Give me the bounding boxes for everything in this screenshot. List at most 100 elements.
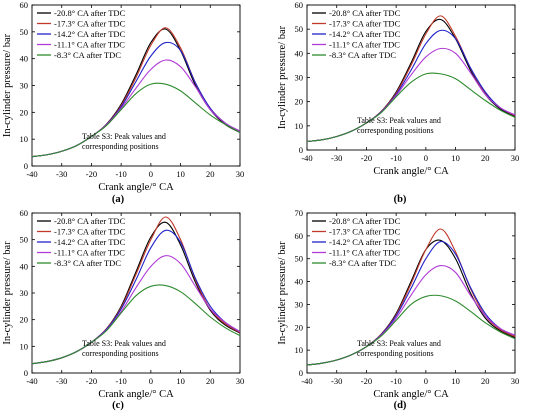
annotation-text: Table S3: Peak values and [357, 116, 441, 125]
chart-panel-b: -40 -30 -20 -10 0 10 20 30 0 10 20 30 40 50 60 Crank an… [277, 0, 519, 205]
y-tick-label: 50 [20, 235, 29, 245]
x-axis-label: Crank angle/° CA [98, 182, 174, 193]
legend-label: -20.8° CA after TDC [329, 216, 401, 226]
y-tick-label: 60 [20, 0, 29, 10]
series-line-5 [306, 294, 516, 366]
legend-label: -20.8° CA after TDC [329, 8, 401, 18]
legend-label: -17.3° CA after TDC [54, 227, 126, 237]
x-tick-label: -30 [56, 376, 67, 386]
legend-label: -14.2° CA after TDC [329, 237, 401, 247]
y-tick-label: 60 [295, 0, 304, 10]
y-tick-label: 10 [295, 121, 304, 131]
y-tick-label: 60 [20, 208, 29, 218]
y-tick-label: 20 [20, 315, 29, 325]
y-tick-label: 30 [20, 81, 29, 91]
y-tick-label: 50 [295, 254, 304, 264]
y-tick-label: 20 [20, 107, 29, 117]
x-tick-label: 10 [176, 376, 185, 386]
panel-label: (d) [394, 400, 407, 411]
x-tick-label: -10 [115, 169, 126, 179]
plot-frame [306, 212, 516, 374]
x-tick-label: -20 [86, 169, 97, 179]
x-tick-label: 10 [451, 153, 460, 163]
x-axis-label: Crank angle/° CA [98, 389, 174, 400]
y-tick-label: 40 [295, 277, 304, 287]
y-tick-label: 40 [295, 48, 304, 58]
x-tick-label: -10 [390, 376, 401, 386]
y-tick-label: 60 [295, 231, 304, 241]
y-tick-label: 50 [20, 27, 29, 37]
chart-panel-d: -40 -30 -20 -10 0 10 20 30 0 10 20 30 40 50 60 70 Crank … [277, 208, 519, 411]
legend-label: -11.1° CA after TDC [54, 248, 125, 258]
x-tick-label: -40 [26, 376, 37, 386]
y-tick-label: 40 [20, 261, 29, 271]
x-tick-label: 30 [236, 376, 245, 386]
series-line-5 [31, 82, 241, 158]
annotation-text: Table S3: Peak values and [82, 339, 166, 348]
y-axis-label: In-cylinder pressure/ bar [277, 241, 288, 345]
legend-label: -14.2° CA after TDC [54, 237, 126, 247]
annotation-text: corresponding positions [357, 349, 434, 358]
x-tick-label: -20 [361, 153, 372, 163]
legend-label: -14.2° CA after TDC [329, 29, 401, 39]
x-tick-label: -20 [86, 376, 97, 386]
y-tick-label: 10 [20, 341, 29, 351]
y-tick-label: 10 [295, 345, 304, 355]
y-tick-label: 30 [295, 73, 304, 83]
x-tick-label: 30 [236, 169, 245, 179]
y-tick-label: 10 [20, 134, 29, 144]
x-tick-label: 0 [424, 376, 428, 386]
y-axis-label: In-cylinder pressure/ bar [2, 241, 13, 345]
x-tick-label: 0 [149, 376, 153, 386]
x-tick-label: 20 [481, 153, 490, 163]
annotation-text: Table S3: Peak values and [357, 339, 441, 348]
panel-label: (a) [112, 194, 125, 205]
x-tick-label: 0 [149, 169, 153, 179]
series-line-5 [306, 72, 516, 143]
y-axis-label: In-cylinder pressure/ bar [2, 33, 13, 137]
legend-label: -20.8° CA after TDC [54, 8, 126, 18]
y-tick-label: 30 [295, 299, 304, 309]
x-tick-label: -40 [26, 169, 37, 179]
y-tick-label: 0 [299, 368, 303, 378]
y-axis-label: In-cylinder pressure/ bar [277, 25, 288, 129]
legend-label: -11.1° CA after TDC [54, 40, 125, 50]
legend-label: -8.3° CA after TDC [54, 258, 121, 268]
y-tick-label: 0 [24, 161, 28, 171]
legend-label: -20.8° CA after TDC [54, 216, 126, 226]
panel-label: (c) [112, 400, 124, 411]
x-tick-label: -40 [301, 153, 312, 163]
x-tick-label: 20 [481, 376, 490, 386]
legend-label: -17.3° CA after TDC [329, 19, 401, 29]
series-line-5 [31, 284, 241, 365]
x-tick-label: -20 [361, 376, 372, 386]
y-tick-label: 40 [20, 54, 29, 64]
legend-label: -8.3° CA after TDC [329, 258, 396, 268]
x-tick-label: -30 [56, 169, 67, 179]
legend-label: -17.3° CA after TDC [329, 227, 401, 237]
y-tick-label: 0 [24, 368, 28, 378]
y-tick-label: 50 [295, 24, 304, 34]
legend-label: -17.3° CA after TDC [54, 19, 126, 29]
y-tick-label: 0 [299, 145, 303, 155]
x-tick-label: 30 [511, 376, 520, 386]
x-tick-label: 20 [206, 169, 215, 179]
x-tick-label: 10 [176, 169, 185, 179]
x-tick-label: -30 [331, 376, 342, 386]
x-tick-label: -10 [115, 376, 126, 386]
x-tick-label: 10 [451, 376, 460, 386]
x-tick-label: 0 [424, 153, 428, 163]
chart-panel-c: -40 -30 -20 -10 0 10 20 30 0 10 20 30 40 50 60 Crank an… [2, 208, 244, 411]
legend-label: -14.2° CA after TDC [54, 29, 126, 39]
legend-label: -11.1° CA after TDC [329, 40, 400, 50]
annotation-text: corresponding positions [357, 126, 434, 135]
annotation-text: corresponding positions [82, 142, 159, 151]
panel-label: (b) [394, 194, 407, 205]
y-tick-label: 20 [295, 322, 304, 332]
x-tick-label: 30 [511, 153, 520, 163]
x-tick-label: -40 [301, 376, 312, 386]
annotation-text: corresponding positions [82, 349, 159, 358]
chart-panel-a: -40 -30 -20 -10 0 10 20 30 0 10 20 30 40 50 60 Crank an… [2, 0, 244, 205]
x-axis-label: Crank angle/° CA [373, 389, 449, 400]
